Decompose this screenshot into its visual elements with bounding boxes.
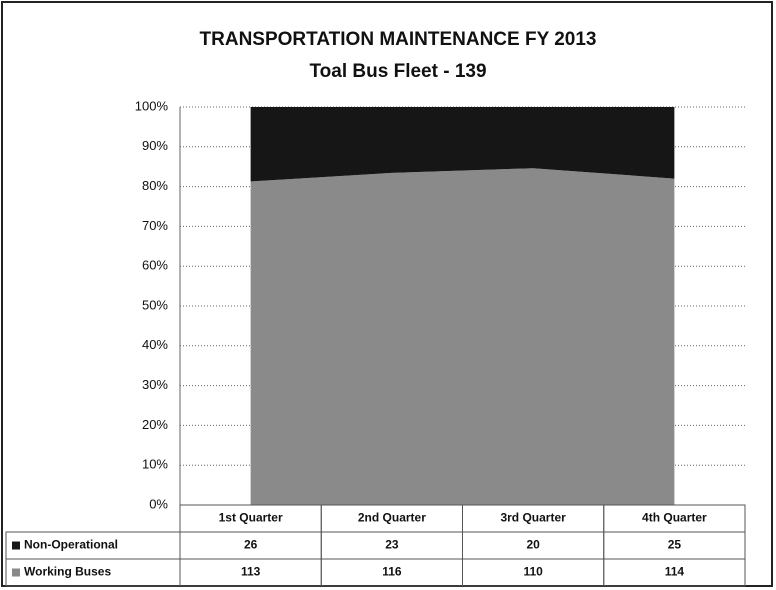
table-value: 116 [382, 565, 402, 579]
table-value: 23 [385, 538, 399, 552]
area [250, 168, 675, 505]
table-value: 110 [523, 565, 543, 579]
y-tick-label: 20% [142, 417, 168, 432]
y-tick-label: 80% [142, 178, 168, 193]
table-value: 20 [526, 538, 540, 552]
y-tick-label: 60% [142, 258, 168, 273]
y-tick-label: 50% [142, 297, 168, 312]
table-value: 26 [244, 538, 258, 552]
y-tick-label: 70% [142, 218, 168, 233]
y-tick-label: 40% [142, 337, 168, 352]
y-tick-label: 100% [135, 98, 169, 113]
y-tick-label: 0% [149, 496, 168, 511]
area [250, 107, 675, 182]
chart-title: TRANSPORTATION MAINTENANCE FY 2013 [200, 29, 597, 50]
x-tick-label: 4th Quarter [642, 511, 707, 525]
y-tick-label: 30% [142, 377, 168, 392]
x-tick-label: 1st Quarter [219, 511, 283, 525]
legend-key [12, 568, 20, 577]
table-value: 113 [241, 565, 261, 579]
y-tick-label: 10% [142, 457, 168, 472]
y-tick-label: 90% [142, 138, 168, 153]
legend-label: Non-Operational [24, 538, 118, 552]
table-value: 25 [668, 538, 682, 552]
x-tick-label: 3rd Quarter [500, 511, 566, 525]
table-cell [603, 558, 746, 587]
x-tick-label: 2nd Quarter [358, 511, 426, 525]
table-value: 114 [665, 565, 685, 579]
legend-label: Working Buses [24, 565, 111, 579]
legend-key [12, 541, 20, 550]
chart-subtitle: Toal Bus Fleet - 139 [309, 61, 486, 82]
